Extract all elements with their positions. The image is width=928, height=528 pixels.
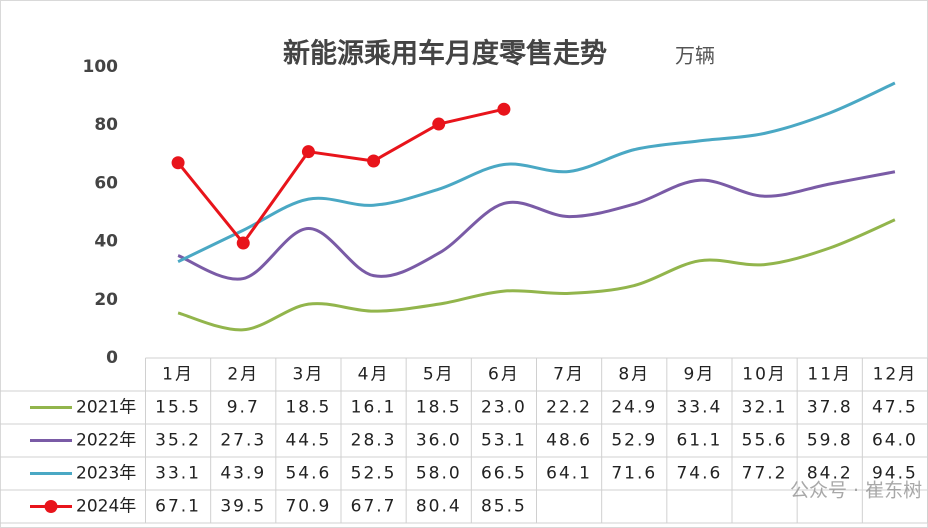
- series-line: [177, 218, 896, 332]
- table-value: 24.9: [611, 398, 657, 418]
- table-value: 61.1: [676, 431, 722, 451]
- y-tick-label: 40: [94, 232, 118, 252]
- x-tick-label: 12月: [873, 365, 918, 385]
- table-value: 55.6: [742, 431, 788, 451]
- table-value: 58.0: [416, 464, 462, 484]
- table-value: 53.1: [481, 431, 527, 451]
- table-value: 66.5: [481, 464, 527, 484]
- x-tick-label: 8月: [618, 365, 650, 385]
- series-line: [177, 170, 896, 281]
- table-value: 37.8: [807, 398, 853, 418]
- table-value: 48.6: [546, 431, 592, 451]
- point: [301, 145, 315, 159]
- table-value: 85.5: [481, 497, 527, 517]
- y-tick-label: 100: [83, 57, 119, 77]
- table-value: 84.2: [807, 464, 853, 484]
- x-tick-label: 7月: [553, 365, 585, 385]
- table-value: 36.0: [416, 431, 462, 451]
- x-tick-label: 11月: [807, 365, 852, 385]
- y-tick-label: 0: [106, 348, 118, 368]
- table-value: 18.5: [416, 398, 462, 418]
- table-value: 15.5: [155, 398, 201, 418]
- table-value: 59.8: [807, 431, 853, 451]
- table-value: 77.2: [742, 464, 788, 484]
- table-value: 23.0: [481, 398, 527, 418]
- x-tick-label: 10月: [742, 365, 787, 385]
- point: [236, 236, 250, 250]
- legend-label: 2022年: [76, 431, 136, 451]
- x-tick-label: 5月: [423, 365, 455, 385]
- table-value: 67.1: [155, 497, 201, 517]
- point: [367, 154, 381, 168]
- watermark: 公众号 · 崔东树: [790, 480, 922, 502]
- table-value: 64.1: [546, 464, 592, 484]
- series-line: [177, 81, 896, 264]
- table-value: 67.7: [351, 497, 397, 517]
- table-value: 39.5: [220, 497, 266, 517]
- table-value: 27.3: [220, 431, 266, 451]
- legend-marker: [44, 500, 58, 513]
- unit-label: 万辆: [675, 44, 715, 68]
- table-value: 33.1: [155, 464, 201, 484]
- table-value: 33.4: [676, 398, 722, 418]
- x-tick-label: 6月: [488, 365, 520, 385]
- table-value: 80.4: [416, 497, 462, 517]
- table-value: 9.7: [227, 398, 260, 418]
- y-tick-label: 60: [94, 173, 118, 193]
- series-line: [176, 107, 505, 245]
- table-value: 71.6: [611, 464, 657, 484]
- table-value: 70.9: [285, 497, 331, 517]
- x-tick-label: 9月: [684, 365, 716, 385]
- table-value: 32.1: [742, 398, 788, 418]
- point: [497, 102, 511, 116]
- table-value: 74.6: [676, 464, 722, 484]
- y-tick-label: 20: [94, 290, 118, 310]
- table-value: 35.2: [155, 431, 201, 451]
- point: [432, 117, 446, 131]
- x-tick-label: 1月: [162, 365, 194, 385]
- legend-label: 2021年: [76, 398, 136, 418]
- table-value: 94.5: [872, 464, 918, 484]
- table-value: 64.0: [872, 431, 918, 451]
- table-value: 52.5: [351, 464, 397, 484]
- table-value: 52.9: [611, 431, 657, 451]
- x-tick-label: 3月: [293, 365, 325, 385]
- table-value: 54.6: [285, 464, 331, 484]
- y-tick-label: 80: [94, 115, 118, 135]
- table-value: 44.5: [285, 431, 331, 451]
- chart-title: 新能源乘用车月度零售走势: [283, 38, 607, 70]
- legend-label: 2024年: [76, 497, 136, 517]
- point: [171, 156, 185, 170]
- legend-label: 2023年: [76, 464, 136, 484]
- table-value: 16.1: [351, 398, 397, 418]
- table-value: 43.9: [220, 464, 266, 484]
- table-value: 22.2: [546, 398, 592, 418]
- x-tick-label: 2月: [227, 365, 259, 385]
- table-value: 47.5: [872, 398, 918, 418]
- table-value: 28.3: [351, 431, 397, 451]
- x-tick-label: 4月: [358, 365, 390, 385]
- table-value: 18.5: [285, 398, 331, 418]
